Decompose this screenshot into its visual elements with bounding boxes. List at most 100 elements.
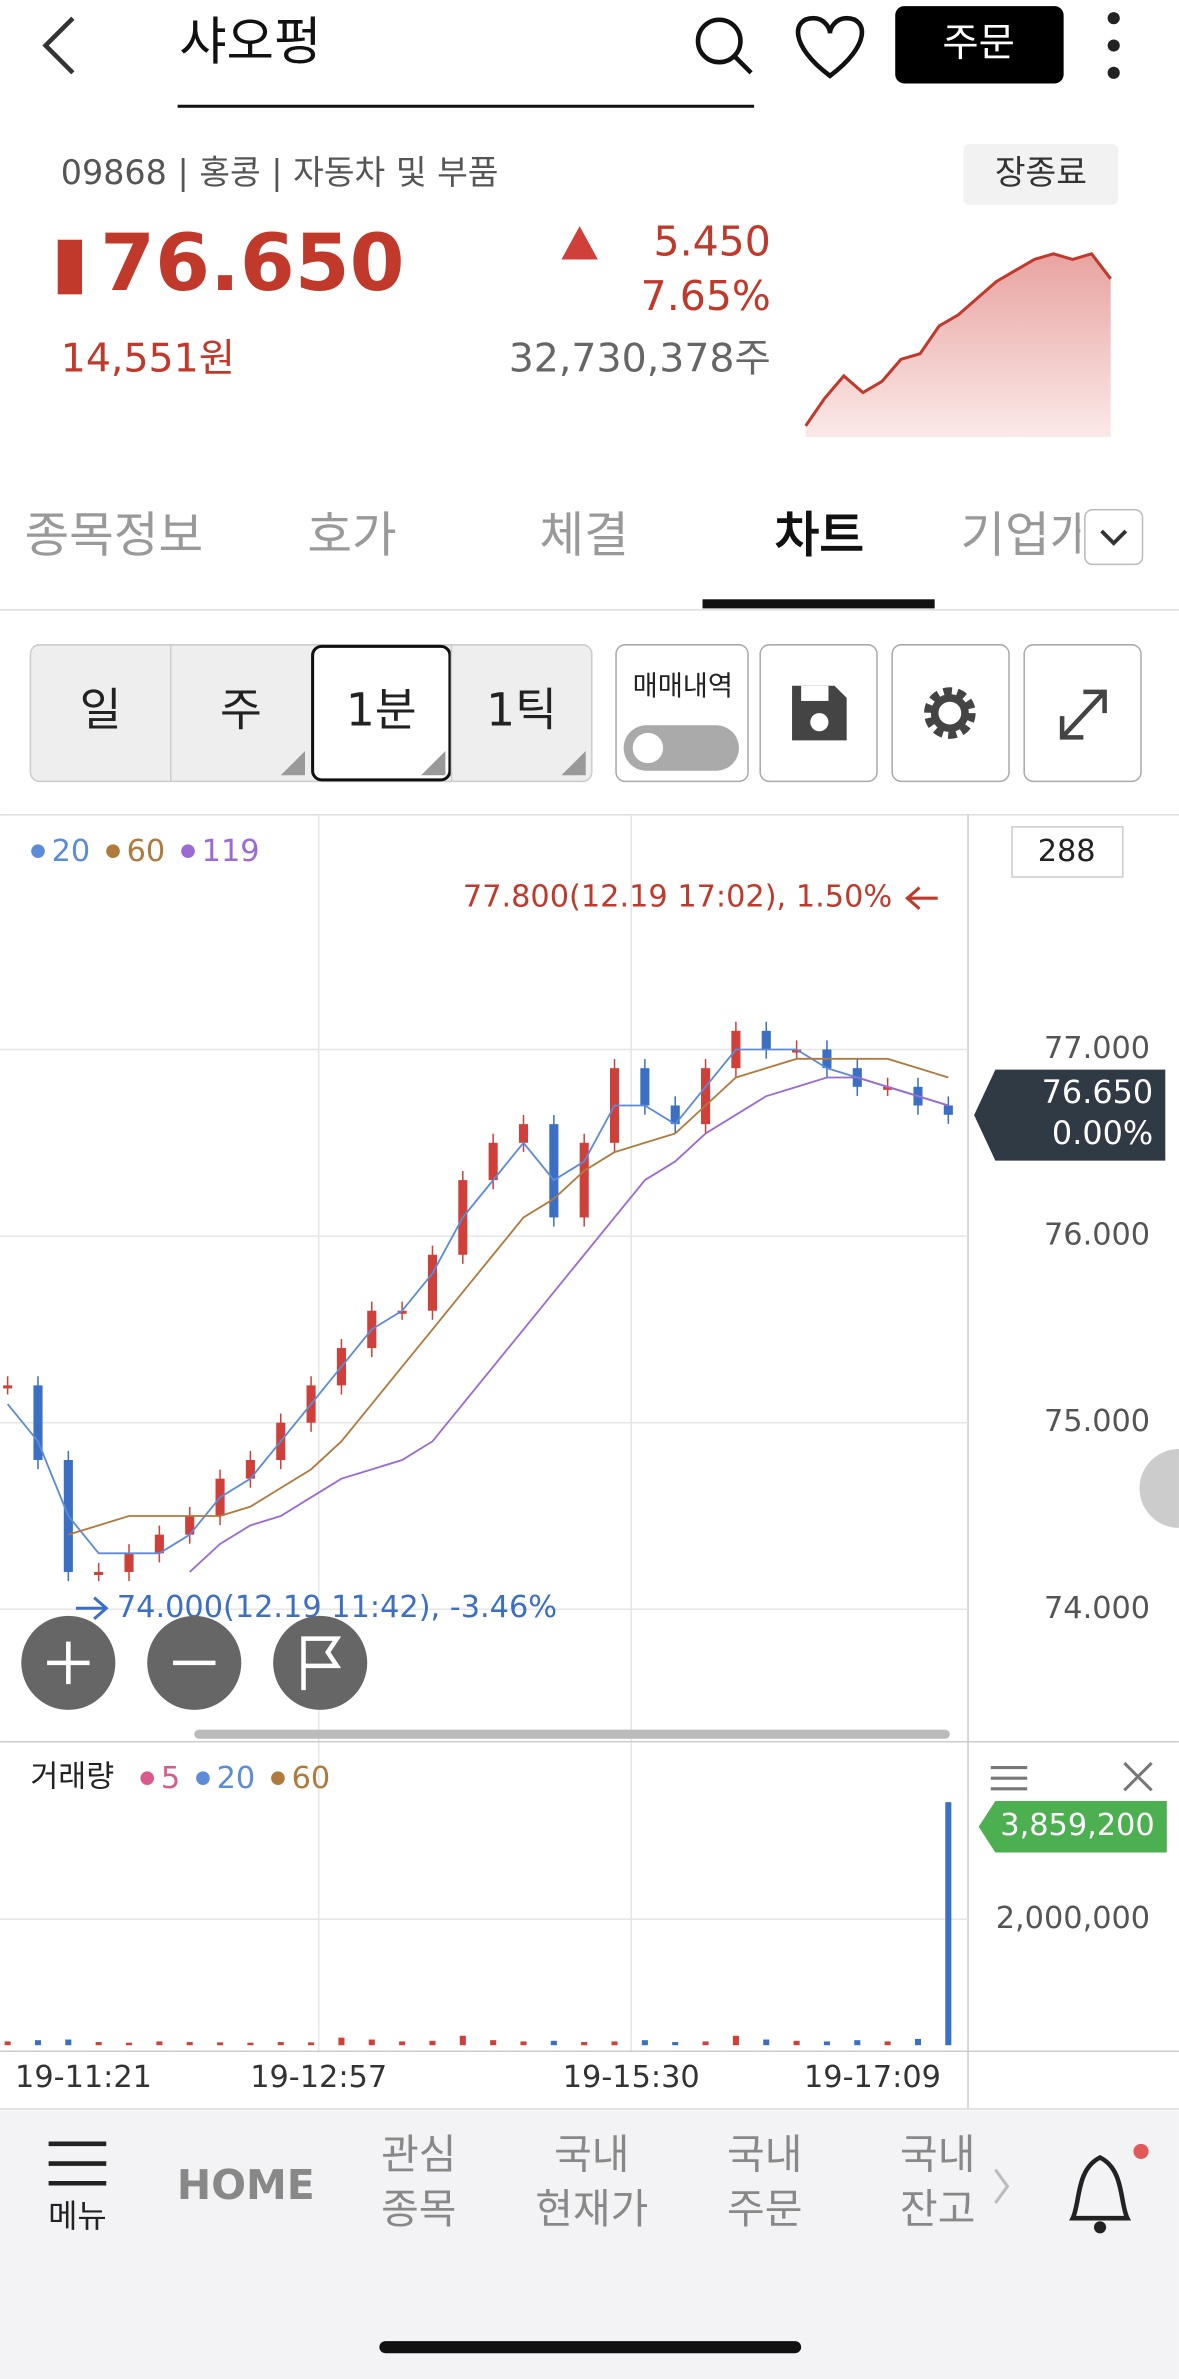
- nav-item[interactable]: 국내: [554, 2130, 629, 2178]
- nav-item[interactable]: 국내: [727, 2130, 802, 2178]
- nav-item[interactable]: 국내: [900, 2130, 975, 2178]
- period[interactable]: 1틱: [486, 684, 557, 737]
- volume-bar: [95, 2042, 102, 2046]
- sparkline: [804, 252, 1112, 437]
- trade-history-label: 매매내역: [633, 671, 733, 702]
- period-corner: [421, 751, 446, 776]
- sparkline-area: [805, 253, 1111, 437]
- order-label: 주문: [942, 20, 1015, 66]
- favorite-button[interactable]: [795, 15, 865, 79]
- ma-line: [68, 1057, 949, 1536]
- tab[interactable]: 호가: [307, 508, 396, 564]
- period-selected: [311, 644, 452, 782]
- volume-bar: [247, 2042, 254, 2046]
- dropdown-icon: [1100, 529, 1128, 546]
- more-button[interactable]: [1107, 12, 1120, 79]
- period[interactable]: 주: [220, 684, 262, 737]
- candle: [701, 1068, 711, 1125]
- legend-dot: [271, 1771, 285, 1786]
- candle: [427, 1254, 438, 1311]
- save-button[interactable]: [759, 644, 878, 783]
- period[interactable]: 일: [80, 684, 122, 737]
- period-corner: [280, 751, 306, 776]
- nav-item[interactable]: 현재가: [535, 2185, 648, 2233]
- period[interactable]: 1분: [346, 684, 417, 737]
- nav-item[interactable]: 종목: [381, 2185, 456, 2233]
- nav-next[interactable]: [994, 2168, 1010, 2204]
- ma-line: [6, 1048, 949, 1555]
- max-arrow: [905, 886, 938, 910]
- sparkline-line: [804, 252, 1112, 427]
- volume-bar: [429, 2040, 436, 2046]
- status-badge: [963, 144, 1119, 205]
- candle: [33, 1385, 43, 1461]
- search-button[interactable]: [695, 17, 753, 75]
- bottom-nav: [0, 2110, 1179, 2379]
- count: 288: [1038, 834, 1096, 869]
- zoom-in-button[interactable]: [21, 1615, 116, 1710]
- notification-button[interactable]: [1069, 2143, 1149, 2234]
- candle: [3, 1385, 13, 1389]
- legend-label: 119: [202, 834, 260, 869]
- nav-item[interactable]: 주문: [727, 2185, 802, 2233]
- order-button[interactable]: 주문: [895, 6, 1064, 84]
- status-text: 장종료: [995, 153, 1087, 192]
- settings-button[interactable]: [891, 644, 1010, 783]
- volume-current-tag: [978, 1800, 1167, 1853]
- up-arrow: [561, 226, 598, 260]
- nav-item[interactable]: 잔고: [900, 2185, 975, 2233]
- candle: [94, 1571, 104, 1576]
- stock-info: 09868 | 홍콩 | 자동차 및 부품: [61, 153, 499, 192]
- tabs: 종목정보 호가 체결 차트 기업개요: [25, 508, 1139, 564]
- legend-label: 20: [217, 1761, 256, 1796]
- flag-button[interactable]: [273, 1615, 368, 1710]
- legend-label: 5: [161, 1761, 180, 1796]
- tab[interactable]: 차트: [775, 508, 864, 564]
- max-label: 77.800(12.19 17:02), 1.50%: [463, 880, 892, 915]
- candle: [761, 1030, 771, 1050]
- change: 5.450: [654, 217, 771, 265]
- scrollbar[interactable]: [194, 1729, 950, 1739]
- volume-bar: [672, 2042, 679, 2046]
- zoom-out-button[interactable]: [147, 1615, 242, 1710]
- tab[interactable]: 기업개요: [960, 508, 1139, 564]
- volume-close[interactable]: [1123, 1761, 1153, 1792]
- candle-icon: [57, 239, 82, 295]
- volume-bar: [65, 2039, 72, 2046]
- home-indicator: [379, 2341, 802, 2354]
- home[interactable]: HOME: [177, 2161, 315, 2209]
- tab[interactable]: 체결: [540, 508, 629, 564]
- nav-item[interactable]: 관심: [381, 2130, 456, 2178]
- volume-bar: [884, 2041, 891, 2046]
- legend-dot: [31, 844, 45, 858]
- volume-bar: [186, 2042, 193, 2046]
- volume-menu[interactable]: [990, 1766, 1028, 1791]
- legend-label: 60: [127, 834, 166, 869]
- current-price: 76.650: [1042, 1073, 1153, 1111]
- price: 76.650: [100, 217, 404, 309]
- trade-history-button[interactable]: 매매내역: [615, 644, 749, 783]
- volume-bar: [156, 2041, 163, 2046]
- price-chart: 77.000 76.000 75.000 74.000 20 60 119: [0, 834, 1150, 1626]
- candle: [397, 1310, 407, 1314]
- candle: [883, 1086, 893, 1090]
- back-button[interactable]: [42, 16, 75, 75]
- volume-bar: [4, 2041, 11, 2046]
- candle: [943, 1105, 953, 1115]
- legend-dot: [181, 844, 195, 858]
- expand-button[interactable]: [1023, 644, 1142, 783]
- volume-bar: [854, 2040, 861, 2046]
- y-tick-label: 2,000,000: [996, 1901, 1150, 1936]
- change-pct: 7.65%: [641, 272, 771, 320]
- menu-icon[interactable]: [48, 2141, 107, 2186]
- volume-bar: [399, 2041, 406, 2046]
- candle: [124, 1553, 134, 1572]
- tab-indicator: [702, 599, 935, 609]
- side-handle[interactable]: [1139, 1448, 1179, 1528]
- volume-bar: [368, 2039, 375, 2046]
- tab-dropdown[interactable]: [1084, 509, 1144, 566]
- menu-label[interactable]: 메뉴: [48, 2197, 107, 2235]
- tab[interactable]: 종목정보: [25, 508, 204, 564]
